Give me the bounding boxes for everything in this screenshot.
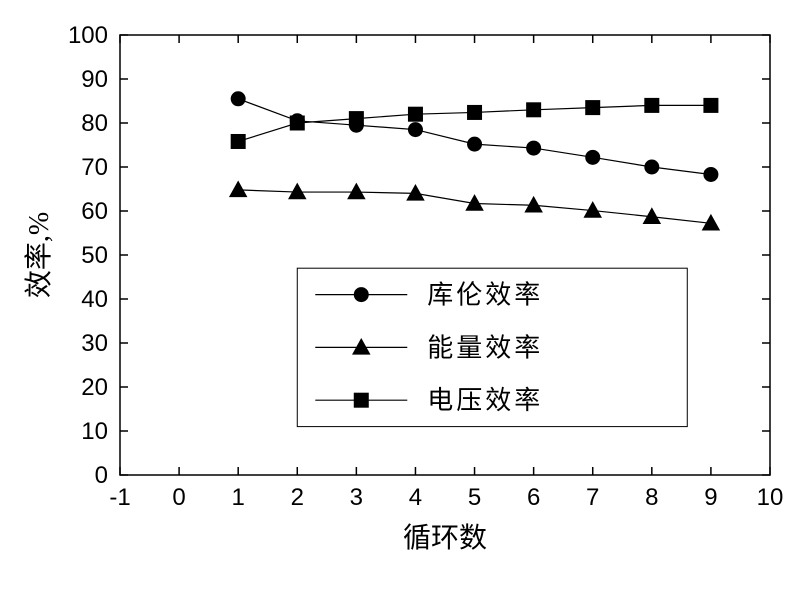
x-tick-label: -1 [109, 484, 130, 511]
series-marker [289, 184, 306, 199]
series-marker [349, 112, 363, 126]
series-marker [408, 107, 422, 121]
y-tick-label: 10 [81, 418, 108, 445]
y-tick-label: 50 [81, 242, 108, 269]
y-tick-label: 100 [68, 22, 108, 49]
series-marker [231, 92, 245, 106]
y-tick-label: 70 [81, 154, 108, 181]
x-tick-label: 7 [586, 484, 599, 511]
x-tick-label: 2 [291, 484, 304, 511]
legend-label: 库伦效率 [427, 281, 543, 310]
x-tick-label: 8 [645, 484, 658, 511]
x-tick-label: 9 [704, 484, 717, 511]
series-marker [704, 167, 718, 181]
series-marker [408, 123, 422, 137]
legend-label: 电压效率 [427, 386, 543, 415]
legend-marker [354, 288, 368, 302]
y-tick-label: 30 [81, 330, 108, 357]
series-marker [231, 134, 245, 148]
series-marker [586, 101, 600, 115]
y-tick-label: 80 [81, 110, 108, 137]
legend-label: 能量效率 [427, 333, 543, 362]
series-marker [348, 184, 365, 199]
series-marker [645, 160, 659, 174]
series-marker [468, 137, 482, 151]
series-marker [230, 181, 247, 196]
x-axis-label: 循环数 [403, 522, 487, 554]
y-tick-label: 60 [81, 198, 108, 225]
y-tick-label: 20 [81, 374, 108, 401]
y-tick-label: 40 [81, 286, 108, 313]
y-axis-label: 效率,% [23, 212, 55, 298]
x-tick-label: 0 [172, 484, 185, 511]
series-marker [468, 105, 482, 119]
efficiency-chart: -10123456789100102030405060708090100循环数效… [0, 0, 800, 591]
x-tick-label: 3 [350, 484, 363, 511]
series-marker [407, 185, 424, 200]
x-tick-label: 4 [409, 484, 422, 511]
x-tick-label: 1 [232, 484, 245, 511]
y-tick-label: 0 [95, 462, 108, 489]
y-tick-label: 90 [81, 66, 108, 93]
series-triangle [230, 181, 720, 230]
legend-marker [354, 393, 368, 407]
series-marker [527, 141, 541, 155]
series-marker [527, 103, 541, 117]
x-tick-label: 5 [468, 484, 481, 511]
series-marker [704, 98, 718, 112]
x-tick-label: 6 [527, 484, 540, 511]
series-marker [645, 98, 659, 112]
series-marker [290, 116, 304, 130]
series-marker [525, 197, 542, 212]
series-marker [586, 150, 600, 164]
x-tick-label: 10 [757, 484, 784, 511]
